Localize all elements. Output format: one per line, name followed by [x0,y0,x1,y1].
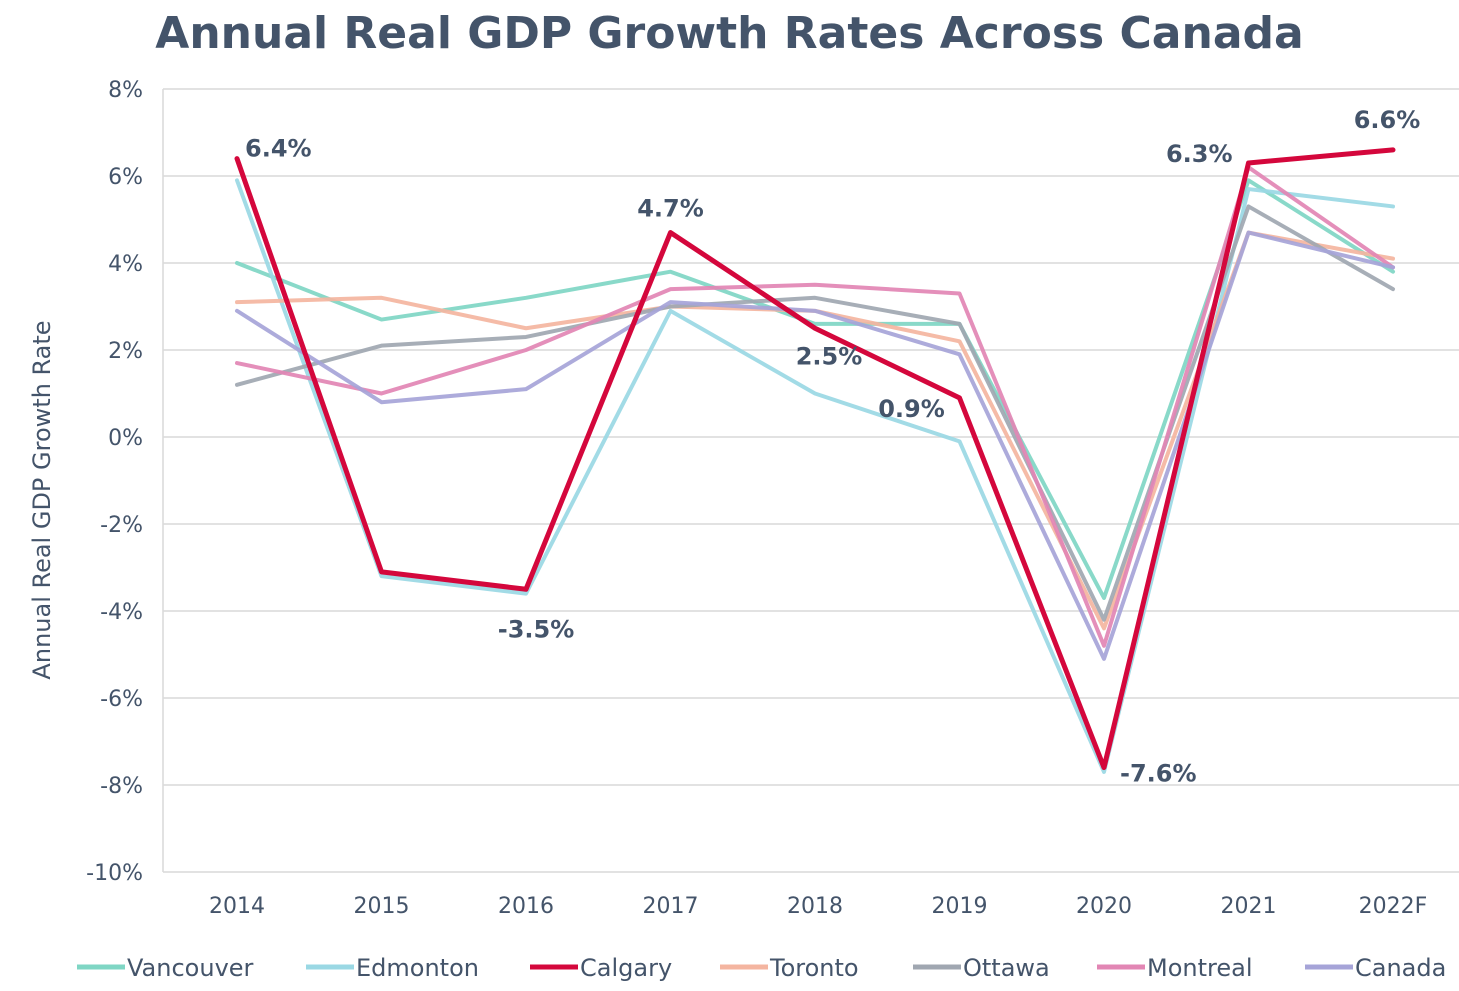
data-label: -3.5% [498,615,575,643]
series-line-vancouver [235,178,1395,600]
chart-title: Annual Real GDP Growth Rates Across Cana… [155,8,1304,59]
legend-label: Ottawa [963,954,1050,982]
series-line-edmonton [235,178,1395,774]
legend-label: Montreal [1147,954,1253,982]
data-label: -7.6% [1120,760,1197,788]
y-tick-label: -2% [100,513,143,538]
x-tick-label: 2021 [1221,894,1277,919]
series-lines [234,147,1396,774]
y-tick-label: 8% [108,78,143,103]
series-line-montreal [235,165,1395,648]
legend-label: Vancouver [127,954,254,982]
x-axis-ticks: 2014 2015 2016 2017 2018 2019 2020 2021 2022F [209,894,1427,919]
series-line-ottawa [235,204,1395,622]
y-tick-label: 6% [108,165,143,190]
legend-label: Toronto [769,954,859,982]
y-tick-label: -4% [100,600,143,625]
x-tick-label: 2017 [643,894,699,919]
y-tick-label: 0% [108,426,143,451]
series-line-calgary [234,147,1396,771]
data-label: 6.3% [1166,140,1233,168]
x-tick-label: 2020 [1076,894,1132,919]
legend-label: Edmonton [356,954,479,982]
y-axis-ticks: 8% 6% 4% 2% 0% -2% -4% -6% -8% -10% [86,78,143,886]
data-label: 0.9% [878,395,945,423]
legend-label: Calgary [580,954,672,982]
x-tick-label: 2016 [498,894,554,919]
data-label: 4.7% [637,195,704,223]
gridlines [162,88,1459,873]
x-tick-label: 2014 [209,894,265,919]
data-label: 6.4% [245,135,312,163]
y-axis-label: Annual Real GDP Growth Rate [28,320,56,679]
x-tick-label: 2015 [354,894,410,919]
x-tick-label: 2022F [1359,894,1428,919]
data-labels: 6.4% -3.5% 4.7% 2.5% 0.9% -7.6% 6.3% 6.6% [245,106,1420,788]
x-tick-label: 2019 [932,894,988,919]
y-tick-label: 2% [108,339,143,364]
data-label: 6.6% [1354,106,1421,134]
y-tick-label: -6% [100,687,143,712]
data-label: 2.5% [796,342,863,370]
y-tick-label: -8% [100,774,143,799]
legend: Vancouver Edmonton Calgary Toronto Ottawa Mon… [77,954,1446,982]
x-tick-label: 2018 [787,894,843,919]
legend-label: Canada [1355,954,1446,982]
y-tick-label: 4% [108,252,143,277]
y-tick-label: -10% [86,861,143,886]
